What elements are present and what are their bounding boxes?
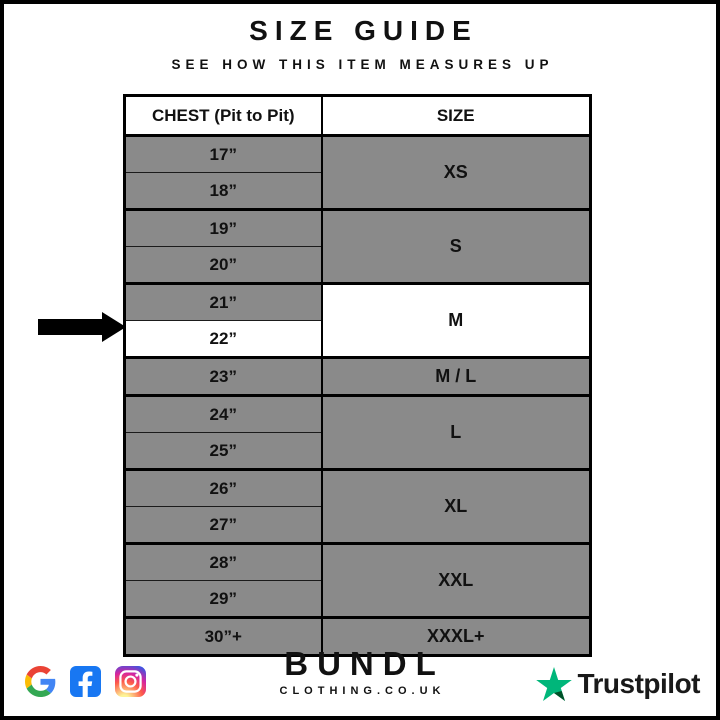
column-header-chest: CHEST (Pit to Pit): [124, 95, 322, 137]
size-cell-s: S: [320, 208, 591, 284]
chest-cell: 24”: [124, 394, 322, 433]
social-icons: [25, 666, 146, 697]
chest-cell: 23”: [124, 356, 322, 396]
size-cell-xs: XS: [320, 134, 591, 210]
table-header-row: CHEST (Pit to Pit) SIZE: [124, 95, 591, 137]
size-cell-l: L: [320, 394, 591, 470]
instagram-icon: [115, 666, 146, 697]
page-title: SIZE GUIDE: [249, 15, 478, 46]
chest-cell: 28”: [124, 542, 322, 581]
table-row: 19” S: [124, 208, 591, 284]
chest-cell: 30”+: [124, 616, 322, 656]
table-row: 18”: [124, 172, 591, 210]
table-row: 28” XXL: [124, 542, 591, 618]
size-cell-xl: XL: [320, 468, 591, 544]
size-cell-xxxl: XXXL+: [320, 616, 591, 656]
trustpilot-wordmark: Trustpilot: [577, 668, 700, 699]
trustpilot-star-icon: [536, 667, 573, 701]
size-cell-m-highlighted: M: [320, 282, 591, 358]
table-row: 29”: [124, 580, 591, 618]
table-row: 26” XL: [124, 468, 591, 544]
size-guide-table: CHEST (Pit to Pit) SIZE 17” XS 18” 19” S…: [123, 94, 592, 657]
chest-cell: 20”: [124, 246, 322, 284]
highlight-arrow-icon: [38, 312, 126, 342]
brand-logo: BUNDL CLOTHING.CO.UK: [4, 645, 716, 697]
chest-cell: 21”: [124, 282, 322, 321]
trustpilot-logo: Trustpilot: [536, 667, 700, 701]
chest-cell: 29”: [124, 580, 322, 618]
size-cell-xxl: XXL: [320, 542, 591, 618]
chest-cell: 26”: [124, 468, 322, 507]
chest-cell: 27”: [124, 506, 322, 544]
table-row: 30”+ XXXL+: [124, 616, 591, 656]
table-row: 21” M: [124, 282, 591, 358]
chest-cell: 18”: [124, 172, 322, 210]
brand-name: BUNDL: [284, 645, 445, 682]
table-row-highlighted: 22”: [124, 320, 591, 358]
chest-cell: 17”: [124, 134, 322, 173]
google-icon: [25, 666, 56, 697]
chest-cell-highlighted: 22”: [124, 320, 322, 358]
table-row: 24” L: [124, 394, 591, 470]
facebook-icon: [70, 666, 101, 697]
brand-domain: CLOTHING.CO.UK: [279, 684, 446, 697]
table-row: 27”: [124, 506, 591, 544]
chest-cell: 25”: [124, 432, 322, 470]
column-header-size: SIZE: [320, 95, 591, 137]
table-row: 23” M / L: [124, 356, 591, 396]
table-row: 17” XS: [124, 134, 591, 210]
size-cell-ml: M / L: [320, 356, 591, 396]
table-row: 25”: [124, 432, 591, 470]
page-subtitle: SEE HOW THIS ITEM MEASURES UP: [171, 57, 554, 72]
chest-cell: 19”: [124, 208, 322, 247]
table-row: 20”: [124, 246, 591, 284]
